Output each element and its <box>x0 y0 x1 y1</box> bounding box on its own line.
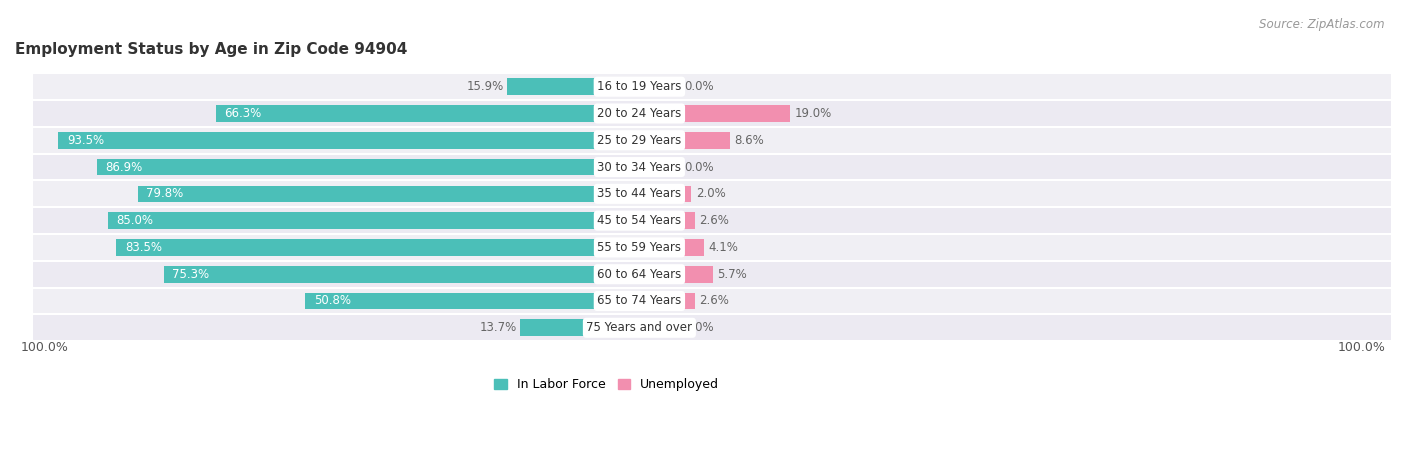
Text: 79.8%: 79.8% <box>146 187 184 200</box>
Bar <box>681 293 695 309</box>
Text: 25 to 29 Years: 25 to 29 Years <box>598 134 682 147</box>
Text: 16 to 19 Years: 16 to 19 Years <box>598 80 682 93</box>
Text: 50.8%: 50.8% <box>314 295 352 308</box>
Text: 65 to 74 Years: 65 to 74 Years <box>598 295 682 308</box>
Text: 30 to 34 Years: 30 to 34 Years <box>598 161 682 174</box>
Bar <box>32 288 1406 314</box>
Text: 4.1%: 4.1% <box>709 241 738 254</box>
Bar <box>117 239 599 256</box>
Bar <box>681 212 695 229</box>
Bar <box>305 293 599 309</box>
Text: 8.6%: 8.6% <box>734 134 763 147</box>
Bar <box>681 185 692 202</box>
Text: 75 Years and over: 75 Years and over <box>586 321 692 334</box>
Bar <box>163 266 599 282</box>
Bar <box>32 74 1406 100</box>
Text: 0.0%: 0.0% <box>685 321 714 334</box>
Bar <box>681 239 703 256</box>
Text: 66.3%: 66.3% <box>225 107 262 120</box>
Text: 5.7%: 5.7% <box>717 268 747 281</box>
Bar <box>32 234 1406 261</box>
Bar <box>508 78 599 95</box>
Bar <box>32 261 1406 288</box>
Text: 2.0%: 2.0% <box>696 187 725 200</box>
Bar <box>138 185 599 202</box>
Text: 0.0%: 0.0% <box>685 80 714 93</box>
Bar <box>32 207 1406 234</box>
Text: 2.6%: 2.6% <box>700 295 730 308</box>
Bar <box>681 105 790 122</box>
Bar <box>107 212 599 229</box>
Bar <box>59 132 599 148</box>
Text: 75.3%: 75.3% <box>173 268 209 281</box>
Text: Employment Status by Age in Zip Code 94904: Employment Status by Age in Zip Code 949… <box>15 42 408 57</box>
Bar <box>97 159 599 175</box>
Text: Source: ZipAtlas.com: Source: ZipAtlas.com <box>1260 18 1385 31</box>
Bar <box>32 127 1406 154</box>
Text: 83.5%: 83.5% <box>125 241 162 254</box>
Text: 85.0%: 85.0% <box>117 214 153 227</box>
Legend: In Labor Force, Unemployed: In Labor Force, Unemployed <box>489 373 724 396</box>
Text: 100.0%: 100.0% <box>1337 341 1385 354</box>
Text: 2.6%: 2.6% <box>700 214 730 227</box>
Bar <box>32 154 1406 180</box>
Bar <box>32 100 1406 127</box>
Bar <box>32 314 1406 341</box>
Text: 20 to 24 Years: 20 to 24 Years <box>598 107 682 120</box>
Bar <box>681 132 730 148</box>
Text: 100.0%: 100.0% <box>21 341 69 354</box>
Text: 55 to 59 Years: 55 to 59 Years <box>598 241 682 254</box>
Text: 86.9%: 86.9% <box>105 161 142 174</box>
Bar <box>32 180 1406 207</box>
Text: 13.7%: 13.7% <box>479 321 517 334</box>
Bar <box>215 105 599 122</box>
Text: 15.9%: 15.9% <box>467 80 505 93</box>
Text: 93.5%: 93.5% <box>67 134 104 147</box>
Text: 60 to 64 Years: 60 to 64 Years <box>598 268 682 281</box>
Bar <box>681 266 713 282</box>
Bar <box>520 319 599 336</box>
Text: 35 to 44 Years: 35 to 44 Years <box>598 187 682 200</box>
Text: 0.0%: 0.0% <box>685 161 714 174</box>
Text: 19.0%: 19.0% <box>794 107 831 120</box>
Text: 45 to 54 Years: 45 to 54 Years <box>598 214 682 227</box>
